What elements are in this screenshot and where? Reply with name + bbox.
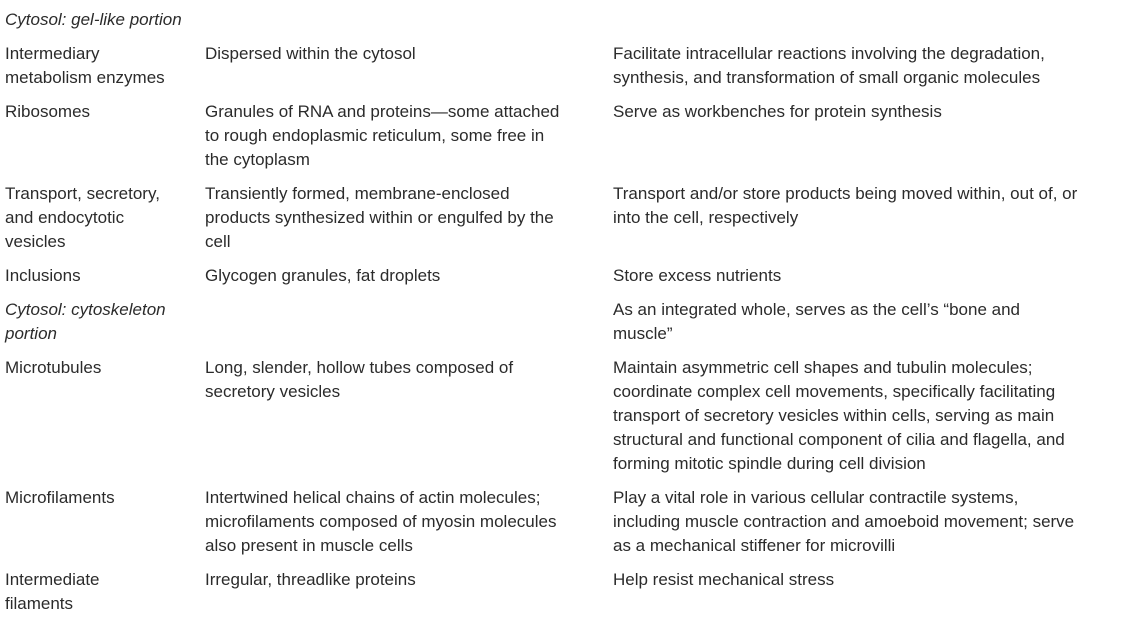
- component-description: Granules of RNA and proteins—some attach…: [205, 102, 560, 169]
- table-row-intermediary-metabolism-enzymes: Intermediary metabolism enzymes Disperse…: [5, 42, 1118, 90]
- component-function: Facilitate intracellular reactions invol…: [613, 44, 1045, 87]
- table-row-inclusions: Inclusions Glycogen granules, fat drople…: [5, 264, 1118, 288]
- component-function: Store excess nutrients: [613, 266, 782, 285]
- component-function: Play a vital role in various cellular co…: [613, 488, 1075, 555]
- component-name: Intermediary metabolism enzymes: [5, 44, 165, 87]
- table-row-microfilaments: Microfilaments Intertwined helical chain…: [5, 486, 1118, 558]
- component-description: Glycogen granules, fat droplets: [205, 266, 441, 285]
- component-function: Maintain asymmetric cell shapes and tubu…: [613, 358, 1065, 473]
- component-description: Irregular, threadlike proteins: [205, 570, 416, 589]
- table-row-cytoskeleton-heading: Cytosol: cytoskeleton portion As an inte…: [5, 298, 1118, 346]
- component-description: [205, 298, 613, 346]
- table-row-ribosomes: Ribosomes Granules of RNA and proteins—s…: [5, 100, 1118, 172]
- component-name: Ribosomes: [5, 102, 91, 121]
- component-function: Transport and/or store products being mo…: [613, 184, 1078, 227]
- component-description: Dispersed within the cytosol: [205, 44, 416, 63]
- component-function: As an integrated whole, serves as the ce…: [613, 300, 1020, 343]
- component-function: Help resist mechanical stress: [613, 570, 835, 589]
- table-row-intermediate-filaments: Intermediate filaments Irregular, thread…: [5, 568, 1118, 616]
- component-name: Microtubules: [5, 358, 102, 377]
- component-name: Transport, secretory, and endocytotic ve…: [5, 184, 160, 251]
- component-name: Microfilaments: [5, 488, 115, 507]
- section-heading-cytoskeleton: Cytosol: cytoskeleton portion: [5, 300, 166, 343]
- component-description: Transiently formed, membrane-enclosed pr…: [205, 184, 554, 251]
- table-row-microtubules: Microtubules Long, slender, hollow tubes…: [5, 356, 1118, 476]
- component-name: Intermediate filaments: [5, 570, 100, 613]
- component-name: Inclusions: [5, 266, 81, 285]
- component-description: Long, slender, hollow tubes composed of …: [205, 358, 514, 401]
- component-function: Serve as workbenches for protein synthes…: [613, 102, 942, 121]
- section-heading-gel-like: Cytosol: gel-like portion: [5, 10, 182, 29]
- component-description: Intertwined helical chains of actin mole…: [205, 488, 557, 555]
- table-row-vesicles: Transport, secretory, and endocytotic ve…: [5, 182, 1118, 254]
